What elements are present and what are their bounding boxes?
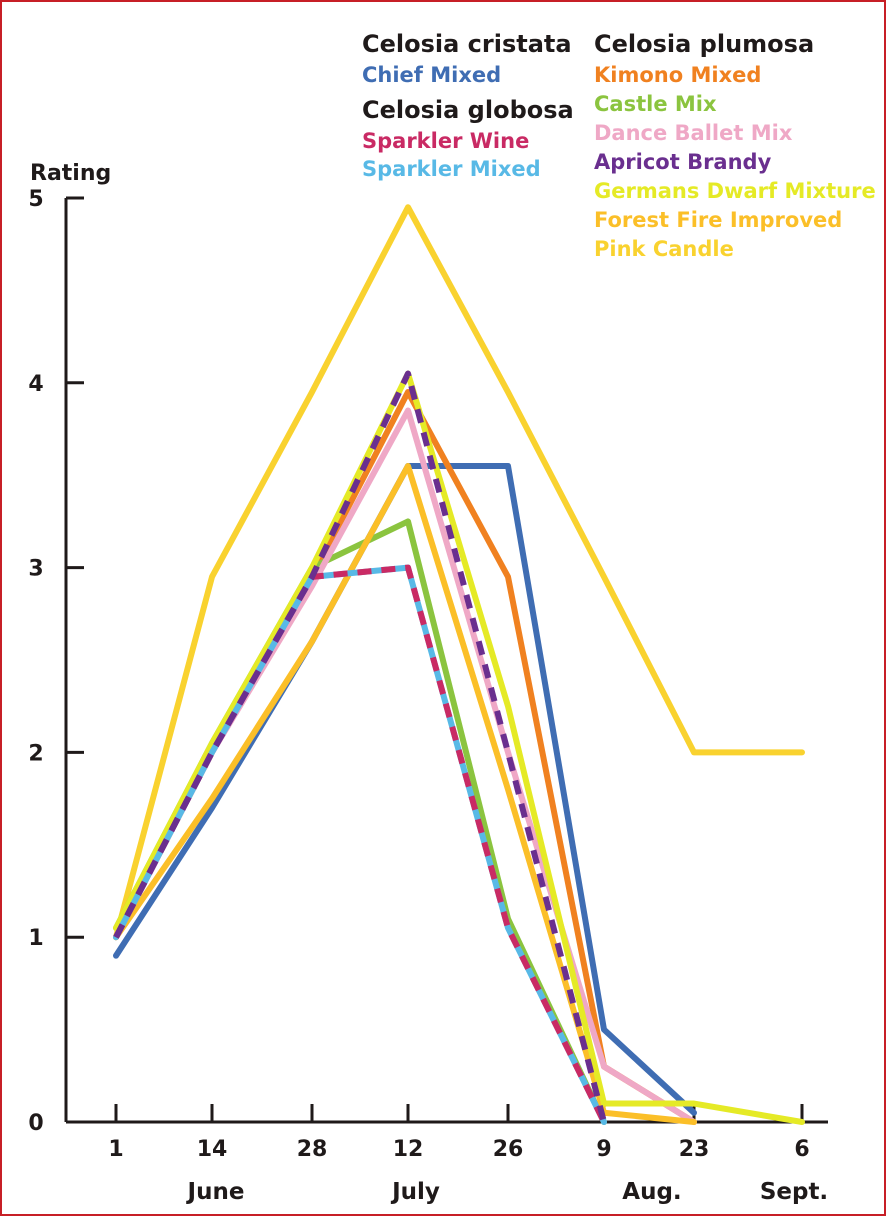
x-tick-label: 9 <box>596 1137 611 1162</box>
legend-item-germans-dwarf-mixture: Germans Dwarf Mixture <box>594 179 876 203</box>
y-tick-label: 0 <box>28 1111 43 1136</box>
x-tick-label: 14 <box>197 1137 228 1162</box>
legend-item-kimono-mixed: Kimono Mixed <box>594 63 761 87</box>
y-tick-label: 1 <box>28 926 43 951</box>
x-tick-label: 23 <box>679 1137 710 1162</box>
legend-group-title: Celosia cristata <box>362 30 572 58</box>
month-label: Aug. <box>622 1179 681 1205</box>
legend-item-pink-candle: Pink Candle <box>594 237 734 261</box>
legend-item-sparkler-mixed: Sparkler Mixed <box>362 157 541 181</box>
series-line-pink-candle <box>113 204 805 941</box>
y-tick-label: 2 <box>28 741 43 766</box>
x-tick-label: 1 <box>108 1137 123 1162</box>
legend-item-chief-mixed: Chief Mixed <box>362 63 501 87</box>
y-axis-label: Rating <box>30 161 111 186</box>
legend-item-castle-mix: Castle Mix <box>594 92 717 116</box>
x-tick-label: 26 <box>493 1137 524 1162</box>
x-tick-label: 28 <box>297 1137 328 1162</box>
month-label: July <box>390 1179 440 1205</box>
month-label: Sept. <box>760 1179 828 1205</box>
legend-group-title: Celosia globosa <box>362 96 574 124</box>
legend-item-dance-ballet-mix: Dance Ballet Mix <box>594 121 793 145</box>
series-line-germans-dwarf-mixture <box>113 370 805 1125</box>
series-line-chief-mixed <box>113 462 697 1116</box>
y-tick-label: 4 <box>28 372 43 397</box>
legend-item-apricot-brandy: Apricot Brandy <box>594 150 772 174</box>
y-tick-label: 5 <box>28 187 43 212</box>
series-line-forest-fire-improved <box>113 462 697 1125</box>
legend-item-sparkler-wine: Sparkler Wine <box>362 129 529 153</box>
series-line-apricot-brandy <box>113 370 607 1123</box>
x-tick-label: 12 <box>393 1137 424 1162</box>
x-tick-label: 6 <box>794 1137 809 1162</box>
legend-group-title: Celosia plumosa <box>594 30 814 58</box>
month-label: June <box>186 1179 245 1205</box>
legend-item-forest-fire-improved: Forest Fire Improved <box>594 208 842 232</box>
y-tick-label: 3 <box>28 557 43 582</box>
